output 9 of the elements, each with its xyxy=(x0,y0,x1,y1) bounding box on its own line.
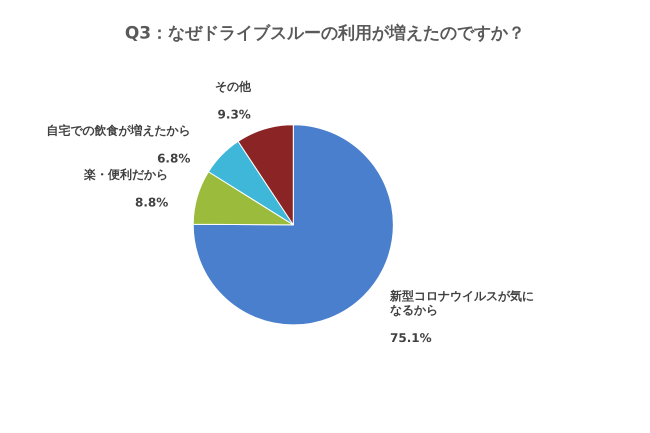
chart-title: Q3：なぜドライブスルーの利用が増えたのですか？ xyxy=(124,22,526,44)
slice-label: 楽・便利だから xyxy=(83,168,168,182)
data-label: 8.8% xyxy=(134,196,168,210)
data-label: 6.8% xyxy=(157,151,190,166)
data-label: 9.3% xyxy=(218,107,251,122)
slice-label: その他 xyxy=(214,79,252,94)
slice-label: 自宅での飲食が増えたから xyxy=(46,123,190,138)
slice-label: 新型コロナウイルスが気になるから xyxy=(388,289,534,318)
data-label: 75.1% xyxy=(390,331,432,346)
